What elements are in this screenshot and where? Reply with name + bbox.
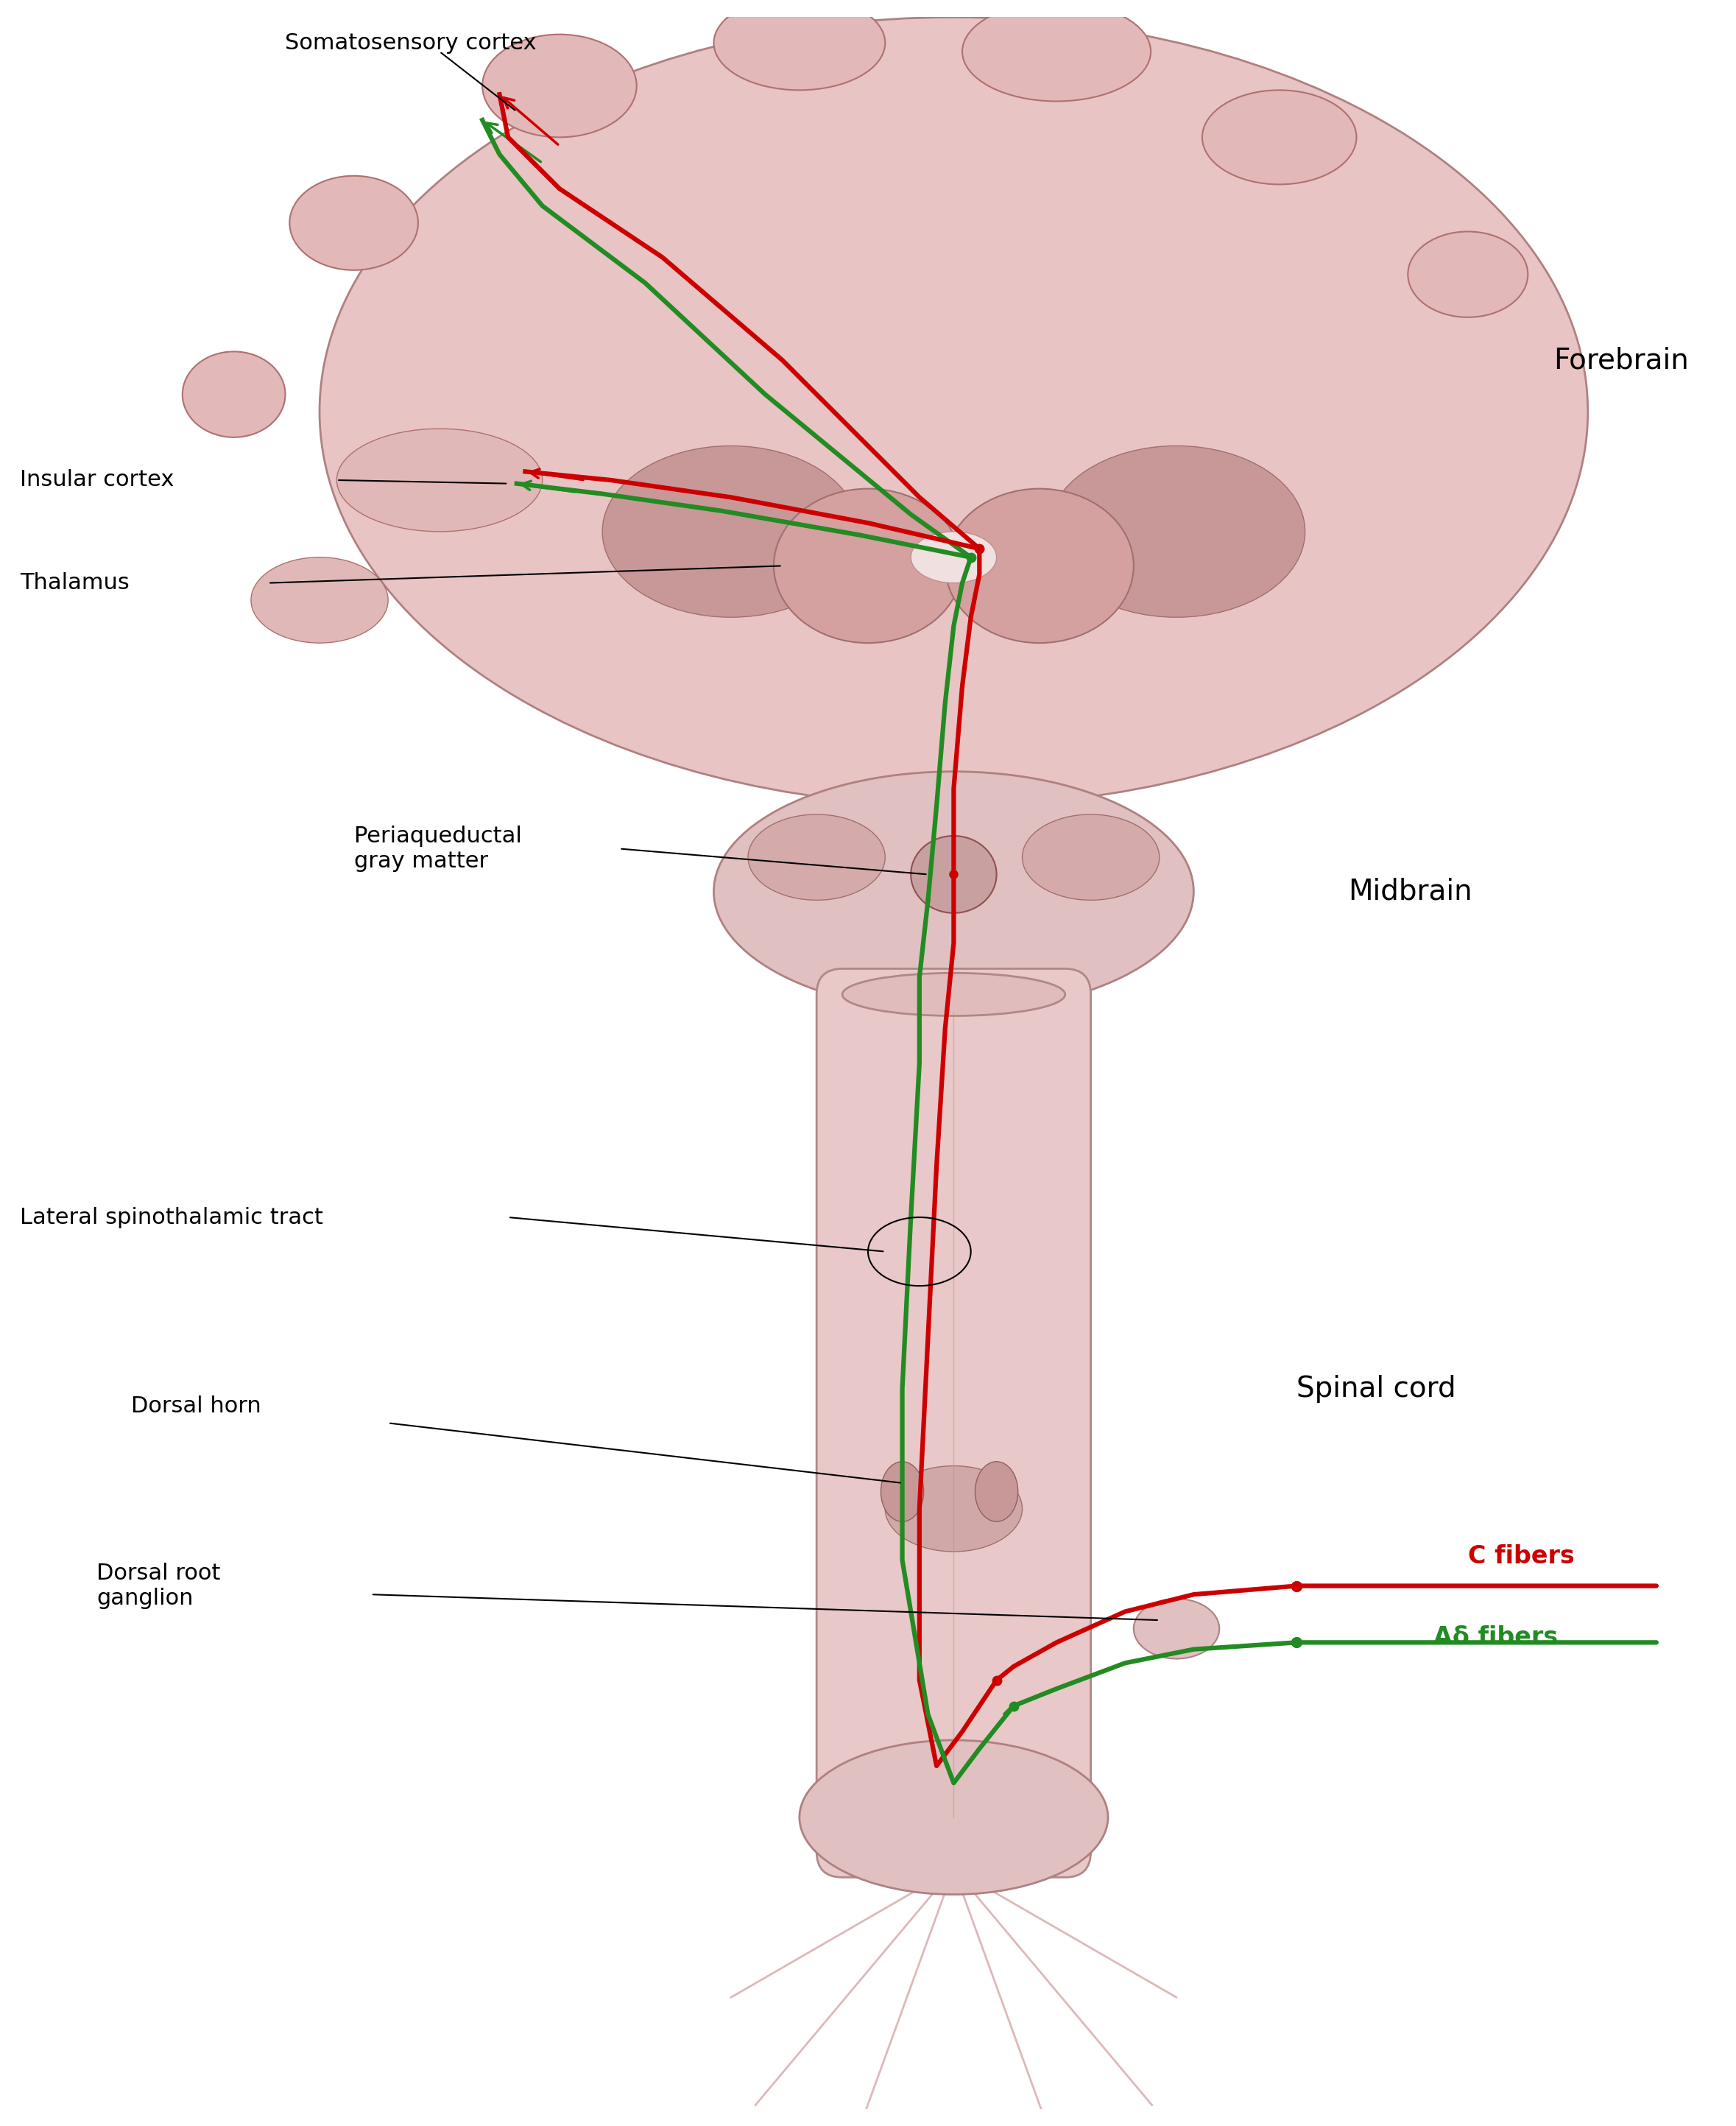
Text: Insular cortex: Insular cortex <box>19 470 174 491</box>
Text: Midbrain: Midbrain <box>1347 878 1472 906</box>
Ellipse shape <box>885 1465 1023 1552</box>
Ellipse shape <box>1134 1599 1219 1658</box>
Text: Aδ fibers: Aδ fibers <box>1434 1624 1559 1650</box>
Ellipse shape <box>483 34 637 138</box>
Text: Periaqueductal
gray matter: Periaqueductal gray matter <box>354 825 521 872</box>
Ellipse shape <box>911 836 996 912</box>
Ellipse shape <box>800 1741 1108 1894</box>
Ellipse shape <box>713 772 1194 1012</box>
Ellipse shape <box>290 176 418 270</box>
Ellipse shape <box>880 1461 924 1522</box>
Ellipse shape <box>319 17 1588 806</box>
Ellipse shape <box>911 532 996 583</box>
Text: Lateral spinothalamic tract: Lateral spinothalamic tract <box>19 1208 323 1229</box>
Text: Dorsal root
ganglion: Dorsal root ganglion <box>97 1563 220 1609</box>
Text: Somatosensory cortex: Somatosensory cortex <box>285 32 536 53</box>
Text: Thalamus: Thalamus <box>19 572 128 593</box>
Ellipse shape <box>962 2 1151 102</box>
Ellipse shape <box>1203 89 1356 185</box>
Ellipse shape <box>944 489 1134 642</box>
Ellipse shape <box>1408 232 1528 317</box>
Ellipse shape <box>842 974 1066 1016</box>
Ellipse shape <box>774 489 962 642</box>
Ellipse shape <box>337 429 542 532</box>
Ellipse shape <box>182 351 285 438</box>
Ellipse shape <box>713 0 885 89</box>
FancyBboxPatch shape <box>816 969 1090 1877</box>
Ellipse shape <box>1049 446 1305 617</box>
Text: Dorsal horn: Dorsal horn <box>130 1395 260 1416</box>
Ellipse shape <box>748 814 885 899</box>
Ellipse shape <box>976 1461 1017 1522</box>
Ellipse shape <box>1023 814 1160 899</box>
Ellipse shape <box>602 446 859 617</box>
Ellipse shape <box>252 557 389 642</box>
Text: Spinal cord: Spinal cord <box>1297 1376 1457 1403</box>
Text: C fibers: C fibers <box>1469 1546 1575 1569</box>
Text: Forebrain: Forebrain <box>1554 347 1689 374</box>
